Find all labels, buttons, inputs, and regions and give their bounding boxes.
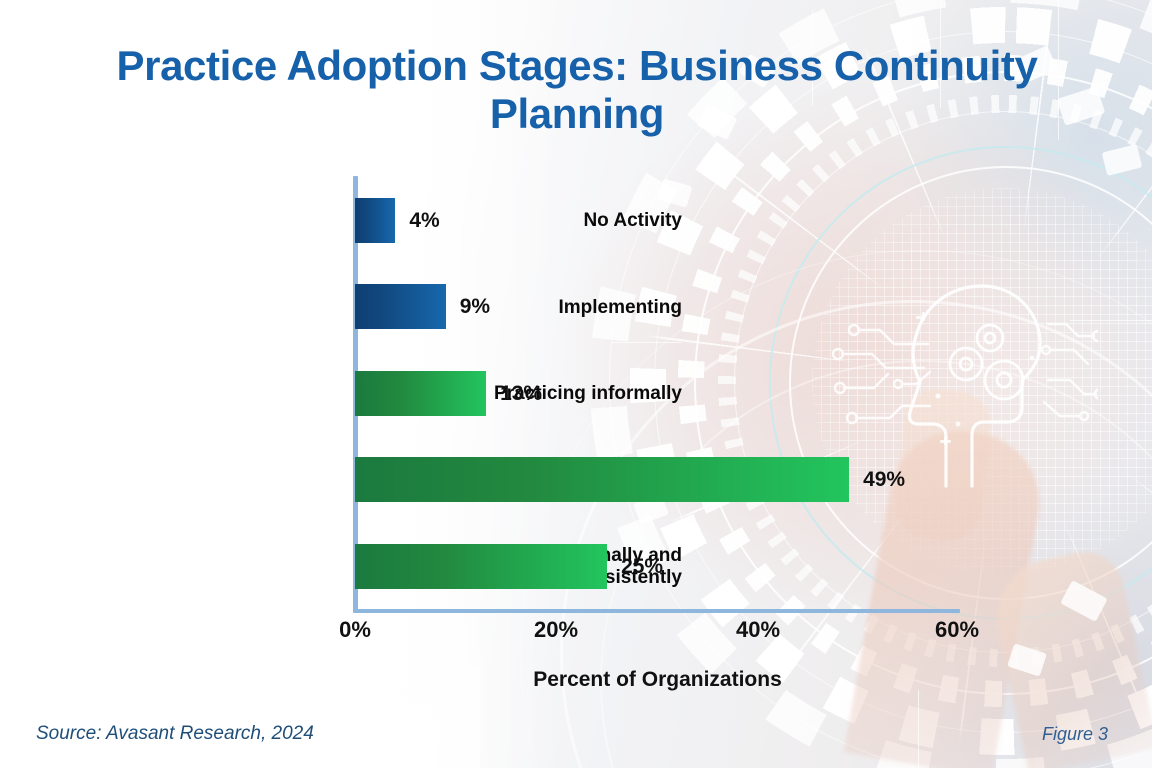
bar-category-label-line: No Activity [583,210,682,232]
plot-area: No Activity 4% Implementing 9% Practicing in… [355,178,960,610]
x-tick-label-20: 20% [533,617,579,642]
bar-category-label: No Activity [422,210,682,232]
source-note: Source: Avasant Research, 2024 [36,723,314,744]
bar-blue[interactable] [355,284,446,330]
bar-green[interactable] [355,543,608,589]
page-title: Practice Adoption Stages: Business Conti… [116,42,1038,138]
bar-value-label: 25% [621,554,664,578]
x-axis-line [353,609,960,613]
figure-number: Figure 3 [1041,724,1108,744]
bar-green[interactable] [355,370,487,416]
bar-category-label: Practicing informally [422,383,682,405]
x-tick-label-0: 0% [339,617,371,642]
bar-row: Practicing informally 13% [355,351,960,437]
bar-value-label: 13% [500,381,543,405]
bar-category-label-line: Practicing informally [494,382,682,404]
x-tick-label-40: 40% [735,617,781,642]
bar-row: No Activity 4% [355,178,960,264]
x-tick-label-60: 60% [934,617,980,642]
bar-row: Practicing formally butinconsistently49% [355,437,960,523]
bar-blue[interactable] [355,198,396,243]
bar-value-label: 4% [409,209,440,232]
x-axis-title: Percent of Organizations [533,668,782,691]
bar-category-label: Implementing [422,297,682,319]
bar-value-label: 49% [863,468,906,492]
bar-value-label: 9% [459,295,491,319]
bar-category-label-line: Implementing [558,296,682,318]
bar-row: Implementing 9% [355,264,960,350]
bar-green[interactable] [355,457,850,503]
